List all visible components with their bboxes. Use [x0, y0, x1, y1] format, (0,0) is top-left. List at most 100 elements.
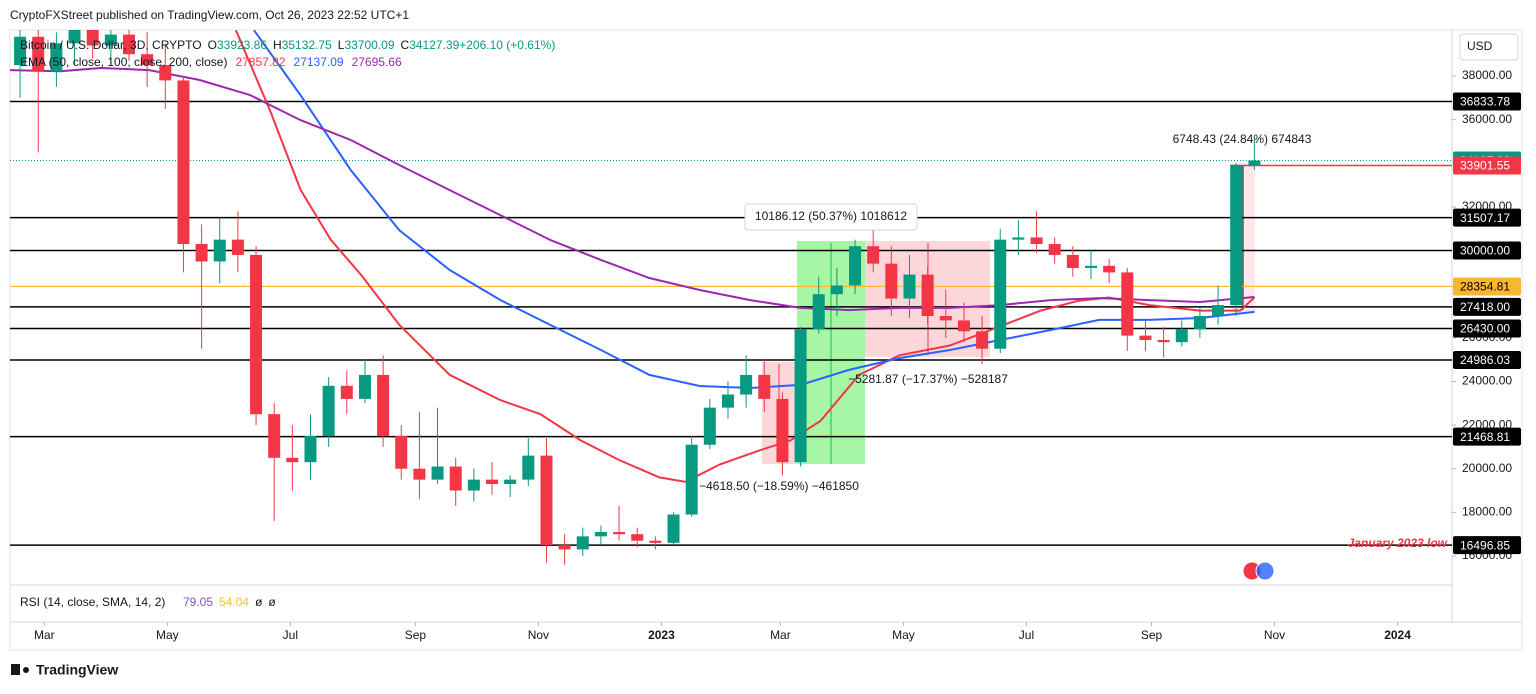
candle-body	[830, 285, 843, 295]
candle-body	[667, 514, 680, 543]
candle-body	[885, 263, 898, 299]
x-tick-label: Sep	[405, 628, 427, 642]
price-label-bg	[1453, 350, 1521, 369]
candle-body	[104, 34, 117, 46]
symbol: Bitcoin / U.S. Dollar, 3D, CRYPTO	[20, 38, 202, 52]
x-tick-label: Nov	[528, 628, 549, 642]
currency-box[interactable]	[1459, 33, 1519, 61]
candle-body	[1084, 265, 1097, 269]
quote-key: L	[338, 38, 345, 52]
measure-label: 10186.12 (50.37%) 1018612	[755, 209, 907, 223]
x-tick-label: Jul	[1019, 628, 1034, 642]
header-title: CryptoFXStreet published on TradingView.…	[10, 8, 409, 22]
candle-body	[1175, 329, 1188, 343]
y-tick-label: 20000.00	[1462, 461, 1512, 475]
quote-key: C	[401, 38, 410, 52]
price-label: 24986.03	[1460, 353, 1510, 367]
candle-body	[1248, 160, 1261, 165]
candle-body	[776, 398, 789, 463]
candle-body	[159, 65, 172, 81]
candle-body	[849, 246, 862, 286]
candle-body	[994, 239, 1007, 349]
measure-label: 6748.43 (24.84%) 674843	[1173, 132, 1312, 146]
candle-body	[377, 374, 390, 436]
x-tick-label: Mar	[34, 628, 55, 642]
x-tick-label: May	[892, 628, 915, 642]
candle-body	[177, 80, 190, 245]
ema-legend: EMA (50, close, 100, close, 200, close) 2…	[20, 55, 402, 69]
candle-body	[250, 254, 263, 415]
candle-body	[86, 30, 99, 46]
frame	[9, 29, 1523, 651]
ema-label: EMA (50, close, 100, close, 200, close)	[20, 55, 227, 69]
candle-body	[558, 545, 571, 550]
candle-body	[721, 394, 734, 408]
symbol-legend: Bitcoin / U.S. Dollar, 3D, CRYPTO O33923.…	[20, 38, 555, 52]
price-label: 31507.17	[1460, 211, 1510, 225]
quote-value: 33923.86	[217, 38, 267, 52]
currency: USD	[1467, 39, 1493, 53]
measure-label: −4618.50 (−18.59%) −461850	[699, 479, 859, 493]
quote-value: 33700.09	[344, 38, 394, 52]
quote-key: O	[208, 38, 217, 52]
candle-body	[1048, 244, 1061, 255]
rsi-value: ø	[268, 595, 276, 609]
candle-body	[268, 414, 281, 458]
candle-body	[449, 466, 462, 491]
candle-body	[467, 479, 480, 491]
quote-value: 35132.75	[282, 38, 332, 52]
rsi-label: RSI (14, close, SMA, 14, 2)	[20, 595, 165, 609]
ema-value: 27137.09	[294, 55, 344, 69]
candle-body	[213, 239, 226, 262]
rsi-value: 79.05	[183, 595, 213, 609]
annotation-box	[744, 203, 918, 231]
candle-body	[1230, 164, 1243, 306]
price-label-bg	[1453, 92, 1521, 111]
candle-body	[867, 246, 880, 264]
candle-body	[32, 36, 45, 72]
candle-body	[1030, 237, 1043, 245]
candle-body	[613, 531, 626, 535]
candle-body	[1193, 316, 1206, 330]
price-label: 16496.85	[1460, 538, 1510, 552]
candle-body	[1066, 254, 1079, 269]
footer-brand: TradingView	[36, 662, 118, 678]
note: January 2023 low	[1348, 536, 1448, 550]
candle-body	[304, 435, 317, 463]
logo	[11, 664, 29, 675]
candle-body	[14, 36, 27, 66]
ema-value: 27695.66	[352, 55, 402, 69]
y-tick-label: 24000.00	[1462, 374, 1512, 388]
plot-layer	[10, 30, 1452, 565]
y-tick-label: 18000.00	[1462, 505, 1512, 519]
x-tick-label: Jul	[283, 628, 298, 642]
candle-body	[1012, 237, 1025, 240]
candle-body	[504, 479, 517, 484]
candle-body	[1121, 272, 1134, 336]
x-tick-label: Nov	[1264, 628, 1285, 642]
candle-body	[976, 331, 989, 349]
candle-body	[1157, 340, 1170, 343]
candle-body	[740, 374, 753, 395]
candle-body	[68, 30, 81, 44]
candle-body	[957, 320, 970, 332]
price-label: 28354.81	[1460, 280, 1510, 294]
quote-key: H	[273, 38, 282, 52]
candle-body	[685, 444, 698, 515]
candle-body	[486, 479, 499, 484]
x-tick-label: May	[156, 628, 179, 642]
price-label-bg	[1453, 156, 1521, 175]
price-label: 21468.81	[1460, 430, 1510, 444]
quote-value: 34127.39	[409, 38, 459, 52]
price-label: 36833.78	[1460, 95, 1510, 109]
candle-body	[631, 534, 644, 541]
candle-body	[122, 34, 135, 55]
candle-body	[758, 374, 771, 399]
candle-body	[413, 468, 426, 480]
measure-label: −5281.87 (−17.37%) −528187	[848, 372, 1008, 386]
price-label-bg	[1453, 427, 1521, 446]
y-tick-label: 38000.00	[1462, 68, 1512, 82]
candle-body	[522, 455, 535, 480]
rsi-value: 54.04	[219, 595, 249, 609]
candle-body	[195, 244, 208, 262]
